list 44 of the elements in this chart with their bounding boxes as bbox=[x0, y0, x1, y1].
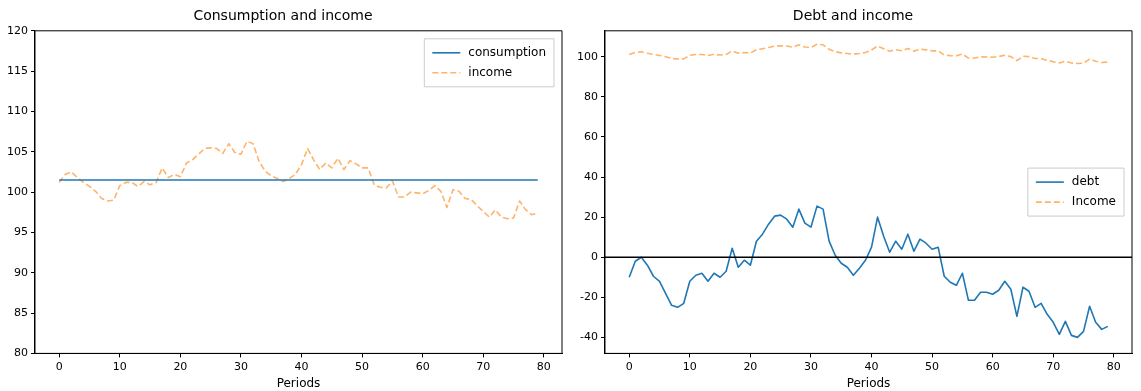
y-tick-label: 0 bbox=[591, 250, 598, 264]
x-tick-label: 20 bbox=[743, 359, 758, 373]
x-tick-label: 80 bbox=[1106, 359, 1121, 373]
y-tick-label: -20 bbox=[580, 290, 598, 304]
x-tick-label: 60 bbox=[415, 359, 430, 373]
y-tick-label: 60 bbox=[584, 129, 598, 143]
x-tick-label: 50 bbox=[355, 359, 370, 373]
x-tick-label: 70 bbox=[476, 359, 491, 373]
y-tick-label: 100 bbox=[7, 184, 28, 198]
x-tick-label: 30 bbox=[233, 359, 248, 373]
x-tick-label: 10 bbox=[112, 359, 127, 373]
y-tick-label: 120 bbox=[7, 23, 28, 37]
legend-label: income bbox=[468, 64, 513, 79]
legend-label: consumption bbox=[468, 44, 547, 59]
x-tick-label: 40 bbox=[864, 359, 879, 373]
x-axis-title: Periods bbox=[276, 375, 321, 390]
x-tick-label: 70 bbox=[1046, 359, 1061, 373]
y-tick-label: 90 bbox=[14, 265, 28, 279]
x-tick-label: 60 bbox=[985, 359, 1000, 373]
y-tick-label: 105 bbox=[7, 144, 28, 158]
line-series bbox=[628, 43, 1109, 65]
x-tick-label: 30 bbox=[803, 359, 818, 373]
chart-title: Debt and income bbox=[792, 7, 914, 24]
x-tick-label: 0 bbox=[625, 359, 633, 373]
y-tick-label: 40 bbox=[584, 169, 598, 183]
legend-label: debt bbox=[1071, 174, 1100, 189]
y-tick-label: 95 bbox=[14, 225, 28, 239]
x-tick-label: 20 bbox=[173, 359, 188, 373]
chart-title: Consumption and income bbox=[193, 7, 373, 24]
x-tick-label: 10 bbox=[682, 359, 697, 373]
y-tick-label: 20 bbox=[584, 210, 598, 224]
y-tick-label: 85 bbox=[14, 305, 28, 319]
legend-label: Income bbox=[1071, 194, 1116, 209]
x-tick-label: 50 bbox=[925, 359, 940, 373]
y-tick-label: 115 bbox=[7, 63, 28, 77]
x-tick-label: 0 bbox=[55, 359, 63, 373]
y-tick-label: -40 bbox=[580, 330, 598, 344]
x-tick-label: 40 bbox=[294, 359, 309, 373]
y-tick-label: 80 bbox=[584, 89, 598, 103]
x-tick-label: 80 bbox=[536, 359, 551, 373]
x-axis-title: Periods bbox=[846, 375, 891, 390]
y-tick-label: 100 bbox=[577, 49, 598, 63]
y-tick-label: 80 bbox=[14, 346, 28, 360]
y-tick-label: 110 bbox=[7, 104, 28, 118]
